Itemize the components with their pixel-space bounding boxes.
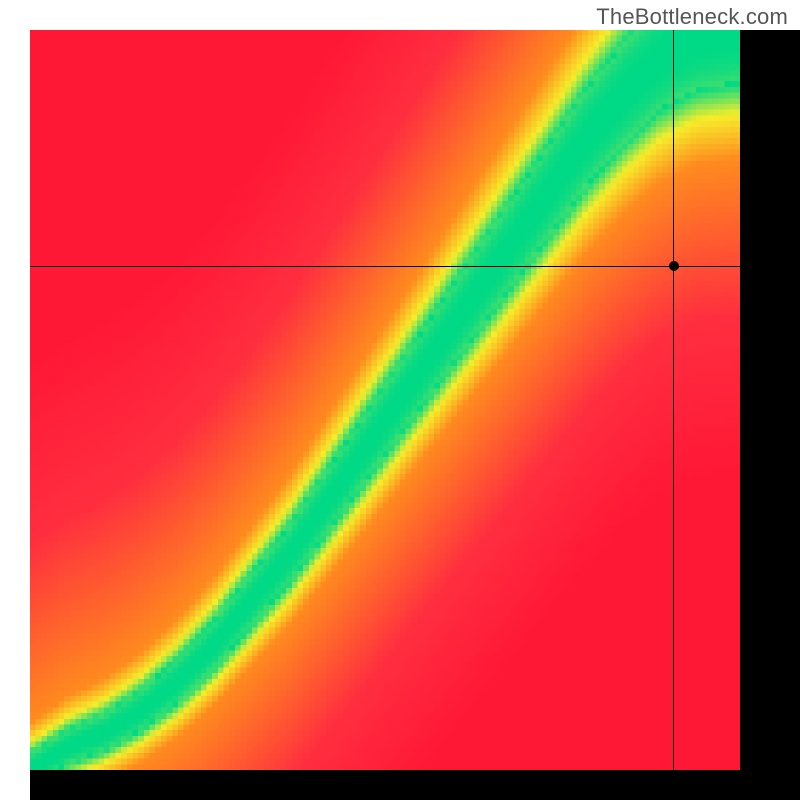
crosshair-horizontal: [30, 266, 800, 267]
crosshair-marker: [669, 261, 679, 271]
heatmap-canvas: [30, 30, 770, 770]
chart-border-bottom: [30, 770, 800, 800]
watermark-text: TheBottleneck.com: [596, 4, 788, 30]
heatmap-chart: [30, 30, 770, 770]
chart-container: TheBottleneck.com: [0, 0, 800, 800]
chart-border-right: [770, 30, 800, 800]
crosshair-vertical: [673, 30, 674, 800]
chart-border-right: [740, 30, 770, 800]
